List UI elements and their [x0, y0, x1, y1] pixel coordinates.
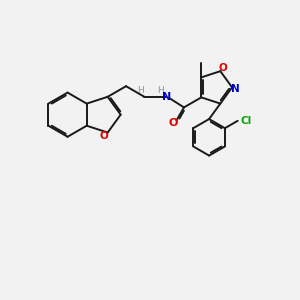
- Text: O: O: [100, 131, 108, 141]
- Text: N: N: [231, 84, 240, 94]
- Text: O: O: [169, 118, 178, 128]
- Text: H: H: [157, 86, 164, 95]
- Text: N: N: [162, 92, 171, 102]
- Text: O: O: [219, 63, 228, 73]
- Text: H: H: [137, 86, 144, 95]
- Text: Cl: Cl: [240, 116, 251, 126]
